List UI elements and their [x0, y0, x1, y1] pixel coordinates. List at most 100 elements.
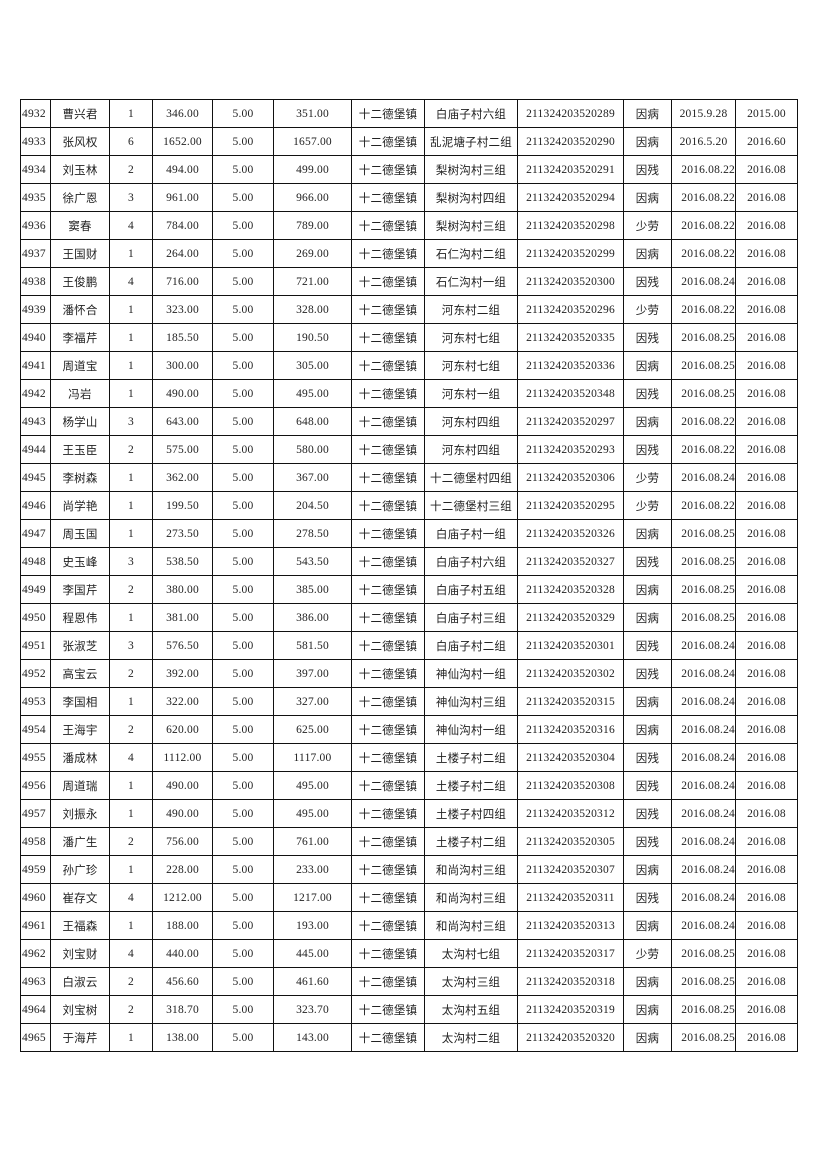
start-date-text: 2016.08.25 [681, 975, 735, 988]
end-date-cell: 2016.08 [735, 883, 798, 912]
amount-cell: 576.50 [152, 631, 213, 660]
table-row: 4957 刘振永 1 490.00 5.00 495.00 十二德堡镇 土楼子村四组 21132… [20, 799, 798, 828]
town-cell: 十二德堡镇 [351, 855, 425, 884]
name-cell: 周道宝 [50, 351, 110, 380]
end-date-cell: 2016.08 [735, 547, 798, 576]
row-number-cell: 4944 [20, 435, 51, 464]
household-size-cell: 1 [109, 911, 153, 940]
start-date-cell: 2016.08.25 [671, 351, 736, 380]
end-date-cell: 2016.08 [735, 771, 798, 800]
row-number-cell: 4946 [20, 491, 51, 520]
total-cell: 327.00 [273, 687, 352, 716]
amount-cell: 784.00 [152, 211, 213, 240]
village-group-cell: 梨树沟村三组 [424, 155, 518, 184]
extra-cell: 5.00 [212, 211, 274, 240]
row-number-cell: 4943 [20, 407, 51, 436]
household-size-cell: 3 [109, 547, 153, 576]
id-number-cell: 211324203520318 [517, 967, 624, 996]
village-group-cell: 土楼子村二组 [424, 827, 518, 856]
end-date-cell: 2016.08 [735, 715, 798, 744]
extra-cell: 5.00 [212, 547, 274, 576]
village-group-cell: 河东村四组 [424, 435, 518, 464]
name-cell: 潘成林 [50, 743, 110, 772]
household-size-cell: 2 [109, 435, 153, 464]
table-row: 4948 史玉峰 3 538.50 5.00 543.50 十二德堡镇 白庙子村六组 21132… [20, 547, 798, 576]
village-group-cell: 河东村七组 [424, 323, 518, 352]
village-group-cell: 白庙子村二组 [424, 631, 518, 660]
end-date-cell: 2016.08 [735, 743, 798, 772]
row-number-cell: 4962 [20, 939, 51, 968]
id-number-cell: 211324203520300 [517, 267, 624, 296]
town-cell: 十二德堡镇 [351, 659, 425, 688]
end-date-cell: 2016.08 [735, 995, 798, 1024]
town-cell: 十二德堡镇 [351, 99, 425, 128]
village-group-cell: 神仙沟村三组 [424, 687, 518, 716]
town-cell: 十二德堡镇 [351, 295, 425, 324]
id-number-cell: 211324203520299 [517, 239, 624, 268]
village-group-cell: 河东村四组 [424, 407, 518, 436]
town-cell: 十二德堡镇 [351, 939, 425, 968]
start-date-cell: 2016.08.24 [671, 687, 736, 716]
table-row: 4950 程恩伟 1 381.00 5.00 386.00 十二德堡镇 白庙子村三组 21132… [20, 603, 798, 632]
extra-cell: 5.00 [212, 519, 274, 548]
name-cell: 刘振永 [50, 799, 110, 828]
row-number-cell: 4941 [20, 351, 51, 380]
reason-cell: 因残 [623, 631, 672, 660]
amount-cell: 188.00 [152, 911, 213, 940]
start-date-cell: 2016.08.22 [671, 435, 736, 464]
town-cell: 十二德堡镇 [351, 435, 425, 464]
household-size-cell: 2 [109, 715, 153, 744]
amount-cell: 300.00 [152, 351, 213, 380]
household-size-cell: 1 [109, 491, 153, 520]
village-group-cell: 河东村七组 [424, 351, 518, 380]
household-size-cell: 2 [109, 659, 153, 688]
name-cell: 潘怀合 [50, 295, 110, 324]
end-date-cell: 2016.08 [735, 239, 798, 268]
village-group-cell: 太沟村二组 [424, 1023, 518, 1052]
id-number-cell: 211324203520301 [517, 631, 624, 660]
household-size-cell: 1 [109, 687, 153, 716]
total-cell: 269.00 [273, 239, 352, 268]
total-cell: 580.00 [273, 435, 352, 464]
extra-cell: 5.00 [212, 967, 274, 996]
total-cell: 305.00 [273, 351, 352, 380]
name-cell: 刘宝树 [50, 995, 110, 1024]
town-cell: 十二德堡镇 [351, 519, 425, 548]
name-cell: 李树森 [50, 463, 110, 492]
name-cell: 张淑芝 [50, 631, 110, 660]
amount-cell: 440.00 [152, 939, 213, 968]
town-cell: 十二德堡镇 [351, 995, 425, 1024]
end-date-cell: 2016.60 [735, 127, 798, 156]
name-cell: 李福芹 [50, 323, 110, 352]
reason-cell: 因病 [623, 407, 672, 436]
total-cell: 461.60 [273, 967, 352, 996]
total-cell: 1117.00 [273, 743, 352, 772]
total-cell: 789.00 [273, 211, 352, 240]
reason-cell: 因病 [623, 1023, 672, 1052]
end-date-cell: 2016.08 [735, 659, 798, 688]
start-date-text: 2016.08.25 [681, 359, 735, 372]
reason-cell: 因残 [623, 435, 672, 464]
start-date-text: 2016.08.25 [681, 583, 735, 596]
household-size-cell: 4 [109, 211, 153, 240]
village-group-cell: 石仁沟村一组 [424, 267, 518, 296]
reason-cell: 因病 [623, 99, 672, 128]
start-date-text: 2016.08.24 [681, 639, 735, 652]
total-cell: 190.50 [273, 323, 352, 352]
start-date-cell: 2016.08.25 [671, 995, 736, 1024]
household-size-cell: 1 [109, 295, 153, 324]
town-cell: 十二德堡镇 [351, 407, 425, 436]
amount-cell: 323.00 [152, 295, 213, 324]
table-row: 4933 张风权 6 1652.00 5.00 1657.00 十二德堡镇 乱泥塘子村二组 21… [20, 127, 798, 156]
total-cell: 648.00 [273, 407, 352, 436]
village-group-cell: 土楼子村二组 [424, 771, 518, 800]
end-date-cell: 2016.08 [735, 519, 798, 548]
household-size-cell: 1 [109, 99, 153, 128]
start-date-cell: 2016.08.25 [671, 967, 736, 996]
id-number-cell: 211324203520329 [517, 603, 624, 632]
table-row: 4938 王俊鹏 4 716.00 5.00 721.00 十二德堡镇 石仁沟村一组 21132… [20, 267, 798, 296]
reason-cell: 少劳 [623, 295, 672, 324]
row-number-cell: 4956 [20, 771, 51, 800]
end-date-cell: 2016.08 [735, 491, 798, 520]
start-date-cell: 2016.08.22 [671, 491, 736, 520]
